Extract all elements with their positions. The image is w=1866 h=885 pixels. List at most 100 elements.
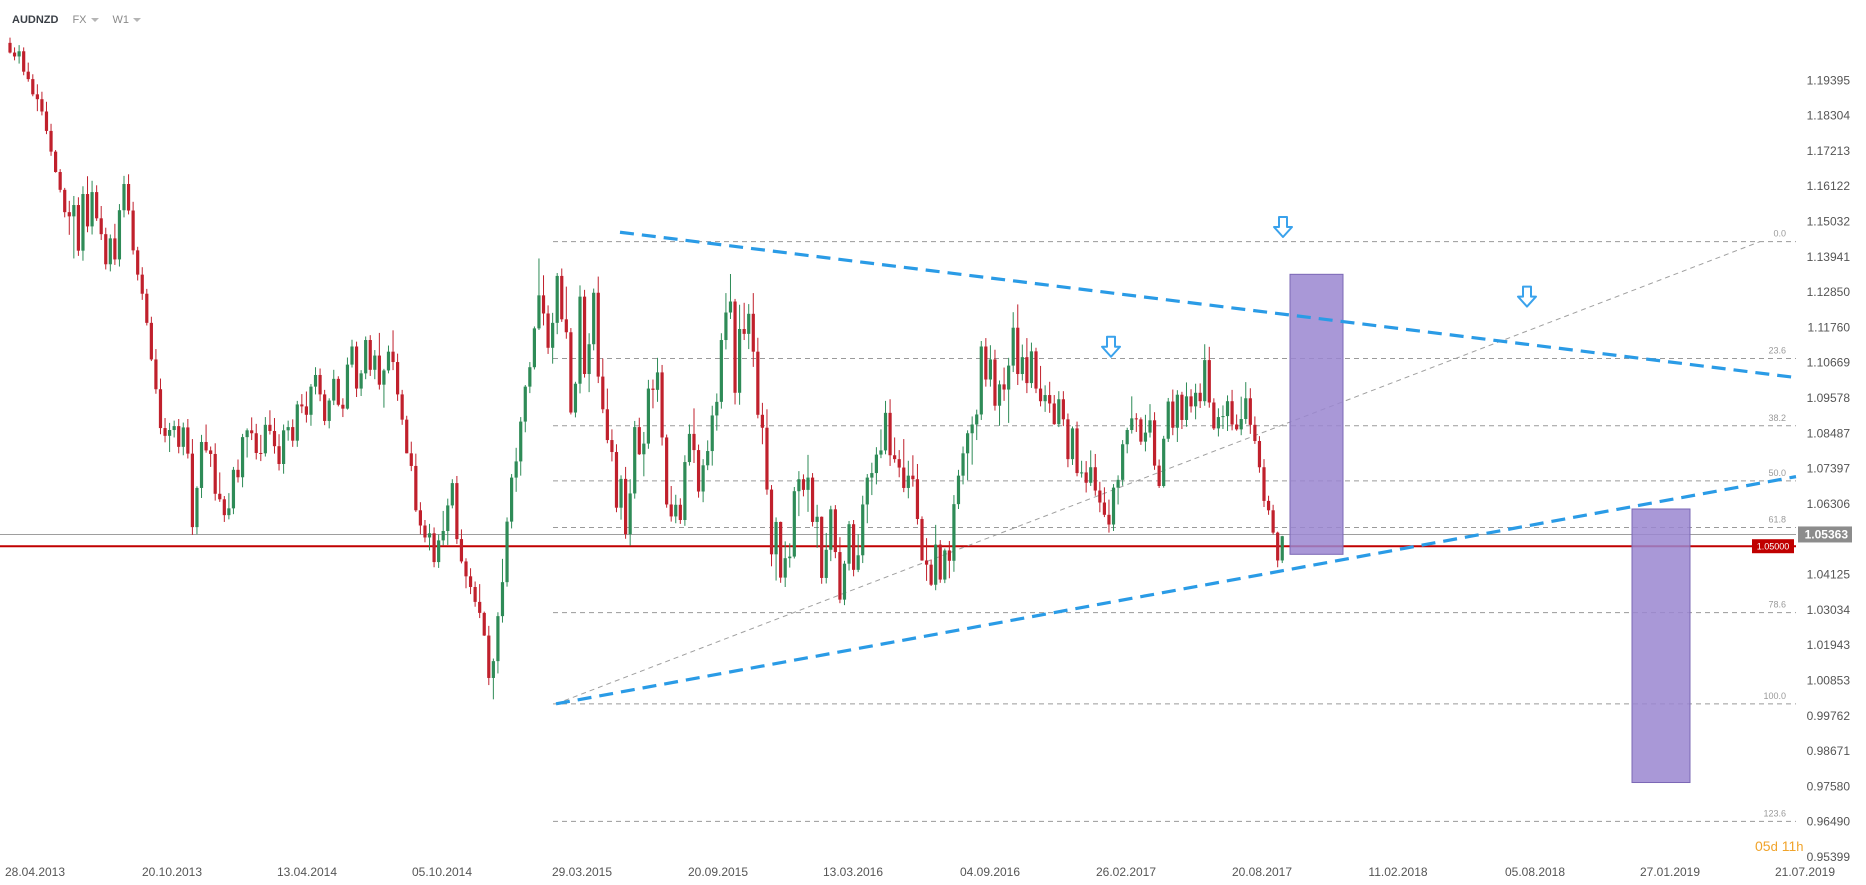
countdown-hours-unit: h	[1796, 839, 1804, 854]
candle-body	[879, 450, 883, 455]
candle-body	[947, 550, 951, 561]
candle-body	[22, 51, 26, 72]
candle-body	[1007, 365, 1011, 390]
candle-body	[12, 52, 17, 57]
trendline-upper-triangle	[619, 230, 1797, 380]
candle-body	[318, 374, 322, 395]
candle-body	[1248, 398, 1252, 425]
candle-body	[437, 540, 441, 563]
candle-body	[414, 465, 418, 511]
candle-body	[733, 301, 737, 393]
candle-body	[67, 212, 71, 217]
candle-body	[952, 504, 956, 561]
y-tick-label: 1.10669	[1807, 356, 1851, 370]
candle-body	[870, 473, 874, 478]
candle-body	[341, 404, 345, 409]
candle-body	[313, 374, 318, 387]
candle-body	[168, 430, 172, 436]
current-price-tag	[1798, 526, 1852, 543]
down-arrow-icon	[1517, 285, 1537, 308]
candle-body	[528, 367, 532, 387]
candle-body	[145, 293, 149, 323]
candle-body	[824, 549, 828, 578]
candle-body	[423, 525, 427, 538]
candle-body	[1225, 401, 1230, 417]
candle-body	[1089, 467, 1093, 483]
candle-body	[751, 313, 755, 352]
candle-body	[874, 454, 878, 474]
candle-body	[605, 409, 609, 441]
candle-body	[113, 238, 117, 260]
down-arrow-icon	[1101, 335, 1121, 358]
candle-body	[154, 359, 158, 390]
timeframe-dropdown[interactable]: W1	[113, 14, 142, 26]
fib-level-label: 50.0	[1768, 468, 1786, 478]
candle-body	[519, 421, 523, 462]
candle-body	[1098, 490, 1102, 503]
y-tick-label: 0.97580	[1807, 779, 1851, 793]
candle-body	[1052, 403, 1056, 425]
candle-body	[660, 372, 664, 438]
x-tick-label: 13.03.2016	[823, 865, 883, 879]
candle-body	[792, 491, 796, 557]
candle-body	[427, 533, 432, 538]
candle-body	[117, 210, 122, 260]
candle-body	[774, 521, 778, 555]
candle-body	[1212, 402, 1216, 429]
candle-body	[136, 250, 140, 275]
chevron-down-icon	[90, 18, 99, 22]
candle-body	[783, 558, 787, 578]
candle-body	[1116, 479, 1120, 488]
candle-body	[382, 370, 386, 385]
candle-body	[979, 346, 983, 415]
candle-body	[687, 433, 692, 463]
trendlines	[555, 230, 1797, 706]
candle-body	[1070, 428, 1075, 460]
candle-body	[1216, 417, 1220, 429]
fib-level-label: 38.2	[1768, 413, 1786, 423]
market-dropdown[interactable]: FX	[72, 14, 99, 26]
candle-body	[40, 99, 44, 112]
candle-body	[724, 312, 728, 341]
candle-body	[1084, 472, 1088, 483]
candle-body	[1002, 384, 1006, 390]
symbol-label[interactable]: AUDNZD	[12, 14, 59, 26]
candle-body	[1189, 396, 1193, 407]
down-arrow-icon	[1273, 215, 1293, 238]
candle-body	[295, 404, 299, 441]
candle-body	[254, 433, 258, 453]
candle-body	[838, 552, 842, 600]
candle-body	[1107, 514, 1111, 525]
candle-body	[1194, 392, 1198, 407]
candle-body	[678, 504, 682, 520]
candle-body	[222, 499, 226, 516]
y-tick-label: 0.95399	[1807, 850, 1851, 864]
candle-body	[651, 388, 655, 390]
candle-body	[1152, 420, 1157, 466]
candle-body	[674, 504, 678, 517]
candle-body	[592, 292, 596, 345]
candle-body	[90, 192, 94, 227]
y-tick-label: 1.11760	[1808, 320, 1851, 334]
candle-body	[523, 386, 527, 422]
market-label: FX	[72, 14, 87, 26]
price-labels: 1.05363 1.05000	[1752, 526, 1852, 554]
countdown-hours: 11	[1781, 838, 1797, 854]
candle-body	[240, 437, 245, 478]
candle-body	[1043, 395, 1047, 402]
candle-body	[1262, 467, 1266, 501]
candle-body	[227, 508, 231, 516]
candle-body	[373, 355, 377, 370]
candle-body	[788, 556, 792, 559]
candle-body	[893, 455, 897, 460]
candle-body	[706, 451, 710, 466]
timeframe-label: W1	[112, 14, 130, 26]
candle-body	[1066, 419, 1070, 460]
candle-body	[1207, 360, 1211, 403]
candle-body	[1061, 399, 1065, 420]
candle-body	[1266, 500, 1271, 511]
horizontal-lines	[0, 533, 1796, 548]
candle-body	[683, 462, 687, 520]
candle-body	[738, 329, 742, 393]
